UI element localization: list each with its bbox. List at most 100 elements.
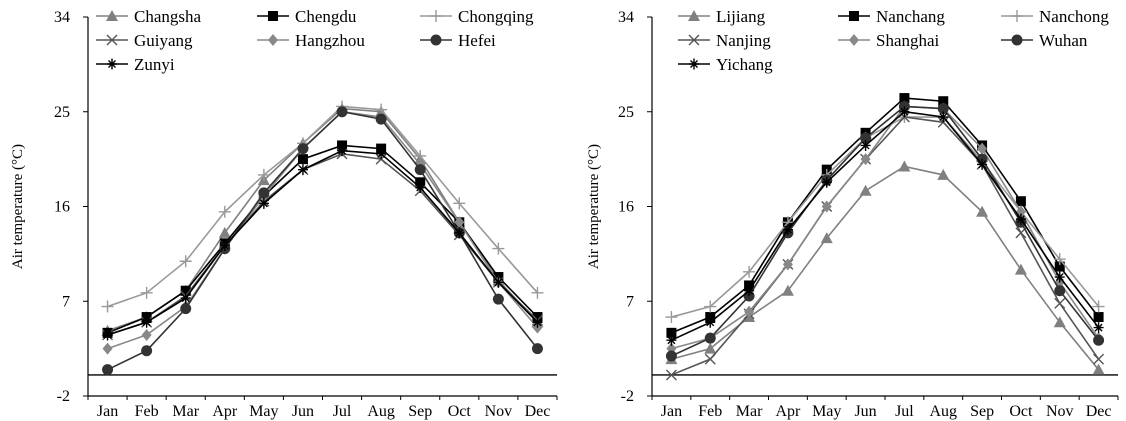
data-point — [492, 242, 505, 255]
x-tick-label: Mar — [736, 403, 763, 420]
series-guiyang — [102, 148, 543, 341]
data-point — [337, 145, 348, 157]
data-point — [140, 286, 153, 299]
data-point — [297, 143, 309, 155]
data-point — [977, 158, 988, 170]
legend-marker — [107, 58, 117, 70]
data-point — [1014, 263, 1027, 275]
legend-marker — [268, 34, 278, 46]
data-point — [1053, 253, 1066, 266]
series-line — [107, 110, 539, 350]
legend-marker — [689, 58, 699, 70]
legend-item-guiyang: Guiyang — [96, 31, 193, 50]
data-point — [1093, 322, 1104, 334]
legend-item-changsha: Changsha — [96, 7, 202, 26]
legend-item-yichang: Yichang — [678, 55, 773, 74]
data-point — [531, 343, 543, 355]
series-nanchong — [665, 111, 1105, 324]
series-yichang — [666, 106, 1104, 346]
series-line — [671, 110, 1100, 341]
data-point — [665, 311, 678, 324]
data-point — [297, 154, 308, 165]
data-point — [492, 293, 504, 305]
y-tick-label: -2 — [57, 388, 70, 405]
legend-label: Chongqing — [458, 7, 534, 26]
legend-item-wuhan: Wuhan — [1001, 31, 1088, 50]
x-tick-label: Feb — [135, 403, 159, 420]
y-tick-label: -2 — [621, 388, 634, 405]
series-line — [671, 97, 1100, 334]
data-point — [938, 96, 949, 107]
data-point — [781, 284, 794, 296]
data-point — [415, 182, 426, 194]
data-point — [821, 176, 832, 188]
data-point — [375, 113, 387, 125]
data-point — [860, 153, 871, 166]
x-tick-label: Nov — [485, 403, 513, 420]
series-line — [107, 105, 539, 308]
data-point — [218, 205, 231, 218]
legend-item-nanchong: Nanchong — [1001, 7, 1109, 26]
data-point — [1015, 196, 1026, 207]
data-point — [898, 160, 911, 172]
x-tick-label: Apr — [212, 403, 238, 420]
data-point — [976, 205, 989, 217]
legend-label: Nanjing — [716, 31, 771, 50]
legend-item-zunyi: Zunyi — [96, 55, 175, 74]
data-point — [258, 197, 269, 209]
series-line — [107, 110, 539, 371]
data-point — [493, 276, 504, 288]
data-point — [1053, 316, 1066, 328]
x-tick-label: Mar — [172, 403, 199, 420]
data-point — [180, 303, 192, 315]
data-point — [454, 216, 465, 229]
x-tick-label: Oct — [1009, 403, 1033, 420]
data-point — [704, 342, 717, 354]
x-tick-label: Dec — [525, 403, 551, 420]
data-point — [376, 148, 387, 160]
x-tick-label: Aug — [929, 403, 957, 420]
series-nanchang — [666, 93, 1104, 338]
data-point — [1054, 285, 1066, 297]
y-tick-label: 16 — [54, 199, 70, 216]
legend-marker — [688, 10, 700, 21]
series-line — [671, 165, 1100, 371]
data-point — [336, 106, 348, 118]
series-zunyi — [102, 145, 543, 341]
data-point — [180, 285, 191, 296]
data-point — [821, 200, 832, 213]
data-point — [532, 316, 543, 328]
data-point — [743, 265, 756, 278]
data-point — [665, 350, 677, 362]
data-point — [219, 239, 230, 251]
series-chongqing — [101, 100, 544, 313]
legend-marker — [268, 11, 278, 21]
y-tick-label: 34 — [618, 9, 634, 26]
y-tick-label: 7 — [62, 293, 70, 310]
legend-item-nanchang: Nanchang — [838, 7, 945, 26]
data-point — [141, 328, 152, 341]
data-point — [1092, 300, 1105, 313]
legend-label: Shanghai — [876, 31, 940, 50]
legend-item-shanghai: Shanghai — [838, 31, 940, 50]
legend-item-nanjing: Nanjing — [678, 31, 771, 50]
data-point — [1092, 363, 1105, 375]
data-point — [744, 285, 755, 297]
legend-label: Yichang — [716, 55, 773, 74]
data-point — [1093, 334, 1105, 346]
x-tick-label: May — [812, 403, 841, 420]
legend-item-chengdu: Chengdu — [257, 7, 357, 26]
legend-label: Chengdu — [295, 7, 357, 26]
series-hefei — [102, 106, 543, 376]
data-point — [454, 227, 465, 239]
data-point — [666, 334, 677, 346]
y-axis-title: Air temperature (°C) — [586, 144, 602, 269]
data-point — [937, 103, 949, 115]
legend-marker — [106, 10, 118, 21]
y-tick-label: 34 — [54, 9, 70, 26]
legend-label: Changsha — [134, 7, 202, 26]
data-point — [141, 316, 152, 328]
x-tick-label: Jan — [661, 403, 682, 420]
x-tick-label: Sep — [408, 403, 432, 420]
